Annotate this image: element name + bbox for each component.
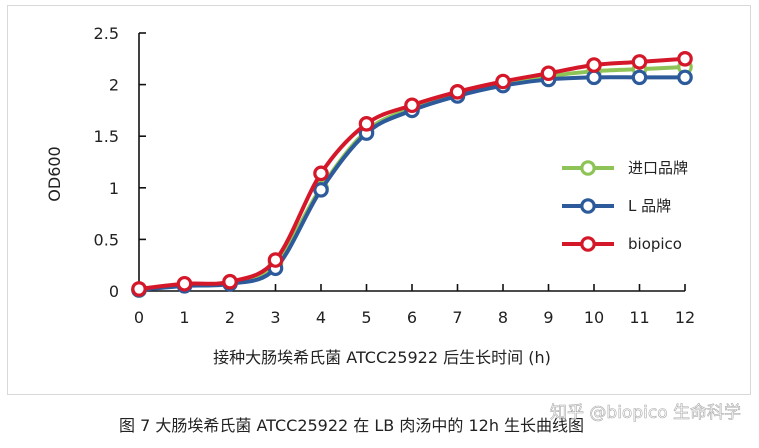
y-tick-label: 1	[109, 179, 119, 198]
x-tick-label: 8	[498, 308, 508, 327]
data-point	[267, 252, 284, 268]
data-point	[586, 57, 602, 73]
y-tick-label: 0	[109, 282, 119, 301]
figure-caption: 图 7 大肠埃希氏菌 ATCC25922 在 LB 肉汤中的 12h 生长曲线图	[119, 416, 584, 435]
data-point	[313, 182, 329, 198]
y-axis-title: OD600	[45, 146, 64, 201]
data-point	[495, 73, 511, 90]
x-tick-labels: 0 1 2 3 4 5 6 7 8 9 10 11 12	[134, 308, 695, 327]
data-point	[540, 65, 557, 82]
x-tick-label: 0	[134, 308, 144, 327]
series-lines	[131, 50, 693, 298]
data-point	[176, 275, 193, 292]
data-point	[631, 69, 648, 86]
x-tick-label: 3	[270, 308, 280, 327]
y-tick-label: 0.5	[94, 230, 119, 249]
series-2	[131, 50, 693, 297]
x-tick-label: 7	[452, 308, 462, 327]
y-tick-labels: 0 0.5 1 1.5 2 2.5	[94, 24, 119, 301]
data-point	[313, 165, 329, 182]
data-point	[631, 54, 648, 70]
data-point	[222, 273, 238, 290]
series-0	[131, 59, 693, 298]
data-point	[677, 69, 693, 86]
legend-item: L 品牌	[562, 197, 671, 215]
y-tick-label: 1.5	[94, 127, 119, 146]
legend-swatch-marker	[580, 160, 596, 176]
legend: 进口品牌 L 品牌 biopico	[562, 159, 688, 253]
watermark-text: 知乎 @biopico 生命科学	[550, 403, 741, 423]
data-point	[586, 69, 602, 86]
legend-label: 进口品牌	[628, 159, 688, 177]
x-tick-label: 12	[675, 308, 695, 327]
x-tick-label: 6	[407, 308, 417, 327]
legend-item: biopico	[562, 235, 682, 253]
data-point	[358, 116, 375, 132]
x-tick-label: 4	[316, 308, 326, 327]
y-tick-label: 2.5	[94, 24, 119, 43]
legend-label: L 品牌	[628, 197, 671, 215]
legend-swatch-marker	[580, 198, 596, 214]
x-tick-label: 1	[179, 308, 189, 327]
data-point	[131, 281, 147, 297]
legend-label: biopico	[628, 235, 682, 253]
legend-swatch-marker	[580, 236, 596, 252]
legend-item: 进口品牌	[562, 159, 688, 177]
x-tick-label: 5	[361, 308, 371, 327]
x-tick-label: 9	[543, 308, 553, 327]
data-point	[677, 50, 693, 67]
y-tick-label: 2	[109, 76, 119, 95]
data-point	[449, 84, 466, 100]
x-axis-title: 接种大肠埃希氏菌 ATCC25922 后生长时间 (h)	[213, 348, 551, 367]
series-line	[138, 56, 686, 291]
data-point	[404, 97, 420, 114]
x-tick-label: 10	[584, 308, 604, 327]
x-tick-label: 2	[225, 308, 235, 327]
x-tick-label: 11	[629, 308, 649, 327]
